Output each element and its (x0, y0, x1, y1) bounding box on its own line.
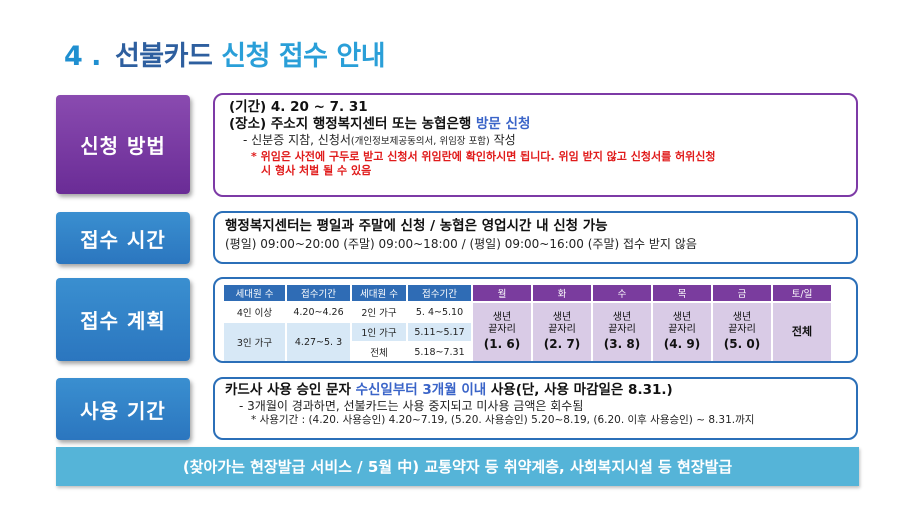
fri-l3: (5. 0) (723, 336, 761, 351)
requirements-post: 작성 (489, 132, 516, 147)
title-number: 4 . (64, 41, 101, 72)
cell-2person: 2인 가구 (352, 303, 406, 321)
usage-line1-pre: 카드사 사용 승인 문자 (225, 382, 356, 398)
cell-tue: 생년 끝자리 (2. 7) (533, 303, 591, 361)
apply-requirements: - 신분증 지참, 신청서(개인정보제공동의서, 위임장 포함) 작성 (229, 133, 856, 148)
header-tue: 화 (533, 285, 591, 301)
cell-fri: 생년 끝자리 (5. 0) (713, 303, 771, 361)
cell-3person-period: 4.27~5. 3 (287, 323, 350, 361)
wed-l3: (3. 8) (603, 336, 641, 351)
header-fri: 금 (713, 285, 771, 301)
cell-1person: 1인 가구 (352, 323, 406, 341)
mon-l1: 생년 (492, 311, 512, 323)
usage-line1-post: 사용(단, 사용 마감일은 8.31.) (486, 382, 673, 398)
header-thu: 목 (653, 285, 711, 301)
cell-thu: 생년 끝자리 (4. 9) (653, 303, 711, 361)
cell-weekend: 전체 (773, 303, 831, 361)
label-usage-period: 사용 기간 (56, 378, 190, 440)
tue-l2: 끝자리 (548, 324, 576, 336)
apply-place-text: (장소) 주소지 행정복지센터 또는 농협은행 (229, 115, 476, 132)
thu-l3: (4. 9) (663, 336, 701, 351)
wed-l1: 생년 (612, 311, 632, 323)
mon-l2: 끝자리 (488, 324, 516, 336)
fri-l1: 생년 (732, 311, 752, 323)
usage-highlight: 수신일부터 3개월 이내 (355, 382, 487, 398)
reception-plan-table: 세대원 수 접수기간 세대원 수 접수기간 월 화 수 목 금 토/일 4인 이… (222, 283, 833, 363)
proxy-note-2: 시 형사 처벌 될 수 있음 (261, 163, 372, 177)
usage-line1: 카드사 사용 승인 문자 수신일부터 3개월 이내 사용(단, 사용 마감일은 … (225, 382, 856, 399)
apply-place: (장소) 주소지 행정복지센터 또는 농협은행 방문 신청 (229, 116, 856, 133)
apply-period: (기간) 4. 20 ~ 7. 31 (229, 99, 368, 115)
cell-3person: 3인 가구 (224, 323, 285, 361)
cell-2person-period: 5. 4~5.10 (408, 303, 471, 321)
visit-apply-highlight: 방문 신청 (475, 115, 531, 132)
cell-mon: 생년 끝자리 (1. 6) (473, 303, 531, 361)
proxy-note-1: * 위임은 사전에 구두로 받고 신청서 위임란에 확인하시면 됩니다. 위임 … (251, 149, 716, 163)
title-main: 선불카드 (114, 41, 213, 72)
reception-time-box: 행정복지센터는 평일과 주말에 신청 / 농협은 영업시간 내 신청 가능 (평… (213, 211, 858, 264)
thu-l1: 생년 (672, 311, 692, 323)
cell-all-period: 5.18~7.31 (408, 343, 471, 361)
label-reception-plan: 접수 계획 (56, 278, 190, 361)
thu-l2: 끝자리 (668, 324, 696, 336)
header-period: 접수기간 (287, 285, 350, 301)
reception-time-line1: 행정복지센터는 평일과 주말에 신청 / 농협은 영업시간 내 신청 가능 (225, 218, 608, 234)
wed-l2: 끝자리 (608, 324, 636, 336)
header-household-2: 세대원 수 (352, 285, 406, 301)
mon-l3: (1. 6) (483, 336, 521, 351)
requirements-text: - 신분증 지참, 신청서 (243, 132, 351, 147)
usage-line3: * 사용기간 : (4.20. 사용승인) 4.20~7.19, (5.20. … (251, 413, 755, 426)
cell-all: 전체 (352, 343, 406, 361)
requirements-detail: (개인정보제공동의서, 위임장 포함) (350, 135, 490, 147)
title-accent: 신청 접수 안내 (221, 41, 386, 72)
header-mon: 월 (473, 285, 531, 301)
header-period-2: 접수기간 (408, 285, 471, 301)
reception-time-line2: (평일) 09:00~20:00 (주말) 09:00~18:00 / (평일)… (225, 236, 697, 251)
label-reception-time: 접수 시간 (56, 212, 190, 264)
label-apply-method: 신청 방법 (56, 95, 190, 194)
cell-wed: 생년 끝자리 (3. 8) (593, 303, 651, 361)
cell-1person-period: 5.11~5.17 (408, 323, 471, 341)
tue-l1: 생년 (552, 311, 572, 323)
fri-l2: 끝자리 (728, 324, 756, 336)
usage-line2: - 3개월이 경과하면, 선불카드는 사용 중지되고 미사용 금액은 회수됨 (239, 398, 584, 413)
cell-4plus: 4인 이상 (224, 303, 285, 321)
onsite-issuance-banner: (찾아가는 현장발급 서비스 / 5월 中) 교통약자 등 취약계층, 사회복지… (56, 447, 859, 486)
header-weekend: 토/일 (773, 285, 831, 301)
header-wed: 수 (593, 285, 651, 301)
page-title: 4 . 선불카드 신청 접수 안내 (64, 34, 386, 73)
usage-period-box: 카드사 사용 승인 문자 수신일부터 3개월 이내 사용(단, 사용 마감일은 … (213, 377, 858, 440)
apply-method-box: (기간) 4. 20 ~ 7. 31 (장소) 주소지 행정복지센터 또는 농협… (213, 93, 858, 197)
header-household: 세대원 수 (224, 285, 285, 301)
tue-l3: (2. 7) (543, 336, 581, 351)
cell-4plus-period: 4.20~4.26 (287, 303, 350, 321)
